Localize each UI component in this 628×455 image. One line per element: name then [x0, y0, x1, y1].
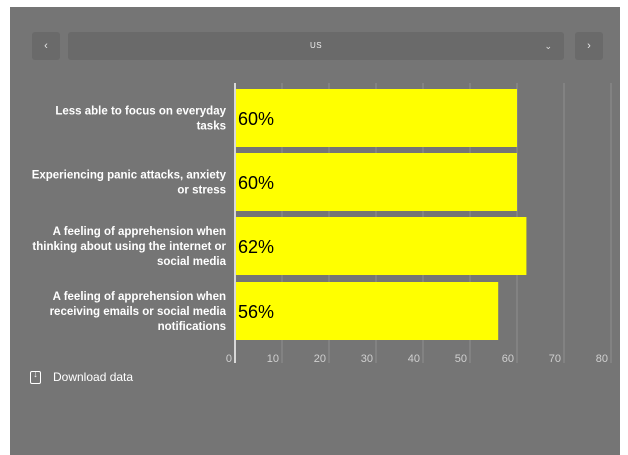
region-select-value: US: [309, 41, 323, 50]
category-label: tasks: [197, 121, 226, 133]
bar: [236, 153, 517, 211]
bar-value-label: 60%: [238, 109, 274, 129]
chevron-left-icon: ‹: [44, 40, 48, 52]
x-tick-label: 70: [549, 353, 561, 365]
x-tick-label: 10: [267, 353, 279, 365]
x-tick-label: 60: [502, 353, 514, 365]
bar-value-label: 56%: [238, 302, 274, 322]
category-label: A feeling of apprehension when: [53, 291, 226, 303]
download-icon: [30, 369, 41, 384]
category-label: notifications: [158, 321, 226, 333]
x-tick-label: 40: [408, 353, 420, 365]
chevron-down-icon: ⌄: [544, 41, 552, 51]
region-select[interactable]: US ⌄: [68, 32, 564, 60]
category-label: social media: [157, 256, 227, 268]
category-label: thinking about using the internet or: [32, 241, 226, 253]
x-tick-label: 20: [314, 353, 326, 365]
bar: [236, 217, 527, 275]
bar: [236, 89, 517, 147]
chevron-right-icon: ›: [587, 40, 591, 52]
bar: [236, 282, 499, 340]
x-tick-label: 30: [361, 353, 373, 365]
category-label: Less able to focus on everyday: [55, 106, 226, 118]
category-label: or stress: [177, 185, 226, 197]
x-tick-label: 80: [596, 353, 608, 365]
bar-value-label: 60%: [238, 173, 274, 193]
download-data-button[interactable]: Download data: [30, 368, 133, 386]
x-tick-label: 0: [226, 353, 232, 365]
x-tick-label: 50: [455, 353, 467, 365]
download-data-label: Download data: [53, 370, 134, 384]
next-button[interactable]: ›: [575, 32, 603, 60]
bar-value-label: 62%: [238, 237, 274, 257]
category-label: receiving emails or social media: [50, 306, 227, 318]
category-label: A feeling of apprehension when: [53, 226, 226, 238]
category-label: Experiencing panic attacks, anxiety: [32, 170, 227, 182]
previous-button[interactable]: ‹: [32, 32, 60, 60]
